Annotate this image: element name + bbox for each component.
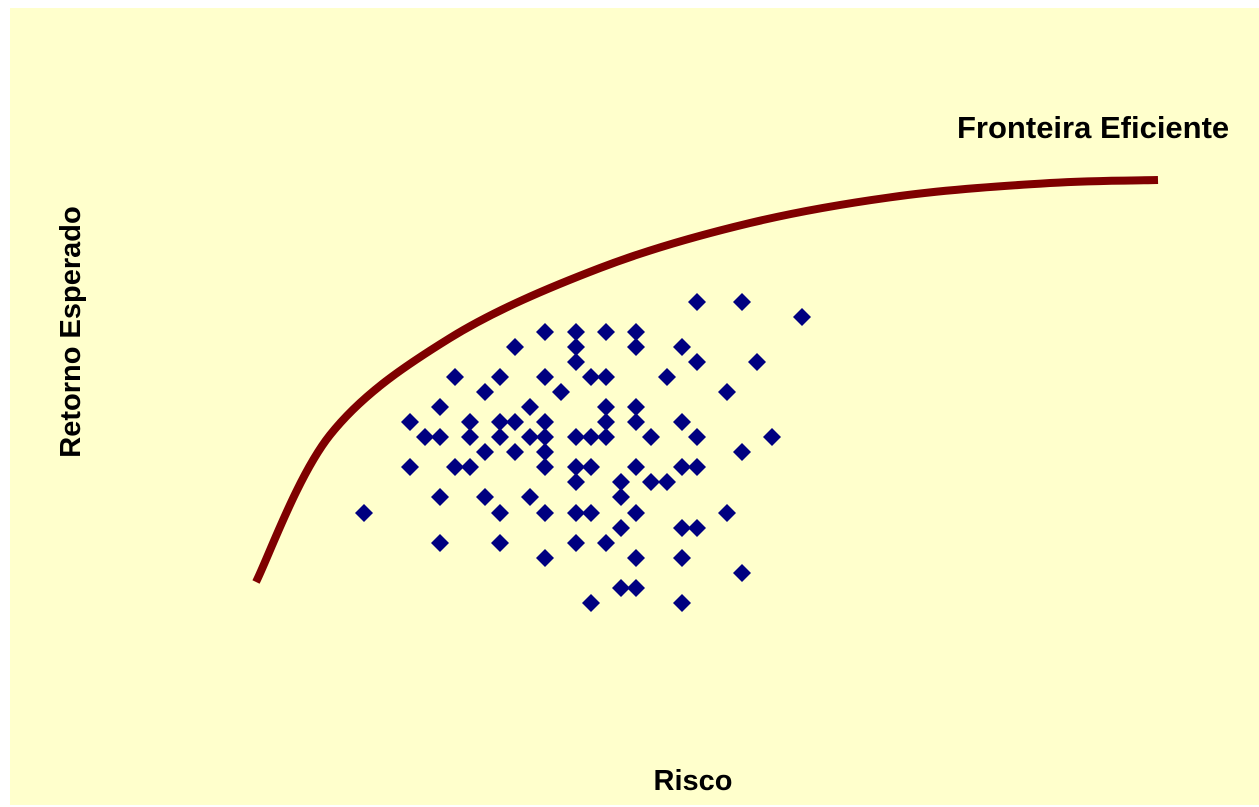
- data-point-11: [567, 353, 585, 371]
- data-point-50: [733, 443, 751, 461]
- data-point-13: [748, 353, 766, 371]
- data-point-85: [733, 564, 751, 582]
- data-point-44: [642, 428, 660, 446]
- data-point-1: [733, 293, 751, 311]
- data-point-0: [688, 293, 706, 311]
- data-point-51: [401, 458, 419, 476]
- data-point-48: [506, 443, 524, 461]
- data-point-77: [688, 519, 706, 537]
- data-point-59: [688, 458, 706, 476]
- data-point-39: [521, 428, 539, 446]
- data-point-62: [642, 473, 660, 491]
- data-point-67: [612, 488, 630, 506]
- data-point-83: [627, 549, 645, 567]
- data-point-9: [627, 338, 645, 356]
- data-point-71: [567, 504, 585, 522]
- data-point-79: [491, 534, 509, 552]
- data-point-25: [597, 398, 615, 416]
- data-point-73: [627, 504, 645, 522]
- y-axis-label: Retorno Esperado: [55, 206, 87, 457]
- data-point-63: [658, 473, 676, 491]
- data-point-7: [506, 338, 524, 356]
- data-point-88: [582, 594, 600, 612]
- data-point-86: [612, 579, 630, 597]
- data-point-87: [627, 579, 645, 597]
- data-point-55: [567, 458, 585, 476]
- data-point-61: [612, 473, 630, 491]
- data-point-32: [597, 413, 615, 431]
- data-point-30: [506, 413, 524, 431]
- data-point-21: [552, 383, 570, 401]
- data-point-19: [658, 368, 676, 386]
- data-point-23: [431, 398, 449, 416]
- data-point-43: [597, 428, 615, 446]
- data-point-49: [536, 443, 554, 461]
- data-point-26: [627, 398, 645, 416]
- data-point-4: [567, 323, 585, 341]
- data-point-27: [401, 413, 419, 431]
- data-point-41: [567, 428, 585, 446]
- data-point-56: [582, 458, 600, 476]
- data-point-72: [582, 504, 600, 522]
- data-point-69: [491, 504, 509, 522]
- data-point-78: [431, 534, 449, 552]
- data-point-54: [536, 458, 554, 476]
- data-point-57: [627, 458, 645, 476]
- data-point-68: [355, 504, 373, 522]
- data-point-5: [597, 323, 615, 341]
- data-point-81: [597, 534, 615, 552]
- data-point-38: [491, 428, 509, 446]
- data-point-80: [567, 534, 585, 552]
- frontier-annotation: Fronteira Eficiente: [957, 110, 1229, 145]
- data-point-60: [567, 473, 585, 491]
- data-point-36: [431, 428, 449, 446]
- data-point-24: [521, 398, 539, 416]
- data-point-70: [536, 504, 554, 522]
- data-point-22: [718, 383, 736, 401]
- efficient-frontier-curve: [252, 176, 1159, 584]
- data-point-76: [673, 519, 691, 537]
- data-point-74: [718, 504, 736, 522]
- x-axis-label: Risco: [654, 765, 733, 797]
- data-point-18: [597, 368, 615, 386]
- data-point-14: [446, 368, 464, 386]
- data-point-31: [536, 413, 554, 431]
- data-point-82: [536, 549, 554, 567]
- data-point-15: [491, 368, 509, 386]
- data-point-84: [673, 549, 691, 567]
- data-point-28: [461, 413, 479, 431]
- data-point-17: [582, 368, 600, 386]
- data-point-16: [536, 368, 554, 386]
- data-point-37: [461, 428, 479, 446]
- data-point-45: [688, 428, 706, 446]
- data-point-64: [431, 488, 449, 506]
- data-point-46: [763, 428, 781, 446]
- data-point-53: [461, 458, 479, 476]
- data-point-66: [521, 488, 539, 506]
- data-point-89: [673, 594, 691, 612]
- data-point-65: [476, 488, 494, 506]
- data-point-10: [673, 338, 691, 356]
- data-point-2: [793, 308, 811, 326]
- data-point-58: [673, 458, 691, 476]
- points-layer: [355, 293, 811, 612]
- data-point-35: [416, 428, 434, 446]
- data-point-12: [688, 353, 706, 371]
- data-point-29: [491, 413, 509, 431]
- data-point-8: [567, 338, 585, 356]
- data-point-3: [536, 323, 554, 341]
- data-point-42: [582, 428, 600, 446]
- data-point-40: [536, 428, 554, 446]
- data-point-20: [476, 383, 494, 401]
- data-point-33: [627, 413, 645, 431]
- data-point-52: [446, 458, 464, 476]
- data-point-75: [612, 519, 630, 537]
- data-point-47: [476, 443, 494, 461]
- data-point-6: [627, 323, 645, 341]
- data-point-34: [673, 413, 691, 431]
